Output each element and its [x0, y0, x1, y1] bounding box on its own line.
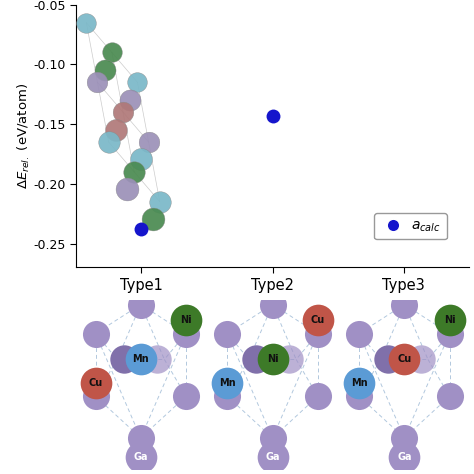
- Legend: $a_{calc}$: $a_{calc}$: [374, 213, 447, 239]
- Point: [401, 453, 408, 461]
- Point: [269, 434, 276, 442]
- Point: [384, 356, 392, 363]
- Y-axis label: $\Delta E_{rel.}$ (eV/atom): $\Delta E_{rel.}$ (eV/atom): [16, 83, 32, 189]
- Point: [137, 453, 145, 461]
- Text: Mn: Mn: [219, 378, 236, 388]
- Point: [82, 19, 90, 27]
- Text: Ga: Ga: [134, 452, 148, 462]
- Point: [101, 66, 109, 73]
- Point: [269, 356, 276, 363]
- Point: [149, 215, 156, 223]
- Point: [91, 330, 100, 337]
- Text: Ni: Ni: [267, 355, 278, 365]
- Point: [134, 79, 141, 86]
- Point: [314, 392, 321, 400]
- Point: [224, 392, 231, 400]
- Point: [285, 356, 293, 363]
- Point: [137, 155, 145, 163]
- Point: [417, 356, 425, 363]
- Text: Cu: Cu: [397, 355, 411, 365]
- Point: [123, 185, 131, 193]
- Text: Ga: Ga: [397, 452, 411, 462]
- Point: [401, 356, 408, 363]
- Point: [224, 330, 231, 337]
- Point: [130, 168, 138, 176]
- Point: [91, 392, 100, 400]
- Point: [108, 49, 116, 56]
- Point: [314, 317, 321, 324]
- Text: Cu: Cu: [88, 378, 103, 388]
- Point: [224, 379, 231, 387]
- Point: [182, 330, 190, 337]
- Point: [119, 109, 127, 116]
- Point: [356, 330, 363, 337]
- Point: [356, 392, 363, 400]
- Point: [356, 379, 363, 387]
- Text: Mn: Mn: [351, 378, 367, 388]
- Point: [137, 356, 145, 363]
- Text: Ni: Ni: [444, 315, 456, 325]
- Point: [269, 301, 276, 308]
- Point: [137, 226, 145, 233]
- Text: Ni: Ni: [180, 315, 192, 325]
- Point: [127, 96, 134, 103]
- Point: [137, 434, 145, 442]
- Point: [446, 392, 453, 400]
- Text: Ga: Ga: [265, 452, 280, 462]
- Point: [137, 301, 145, 308]
- Point: [105, 138, 112, 146]
- Point: [120, 356, 128, 363]
- Point: [156, 198, 164, 206]
- Point: [446, 330, 453, 337]
- Point: [314, 330, 321, 337]
- Text: Mn: Mn: [132, 355, 149, 365]
- Point: [401, 301, 408, 308]
- Point: [269, 453, 276, 461]
- Point: [182, 392, 190, 400]
- Point: [182, 317, 190, 324]
- Point: [446, 317, 453, 324]
- Point: [252, 356, 260, 363]
- Point: [91, 379, 100, 387]
- Point: [112, 126, 119, 133]
- Point: [145, 138, 153, 146]
- Point: [401, 434, 408, 442]
- Point: [269, 112, 276, 119]
- Point: [94, 79, 101, 86]
- Point: [154, 356, 161, 363]
- Text: Cu: Cu: [310, 315, 325, 325]
